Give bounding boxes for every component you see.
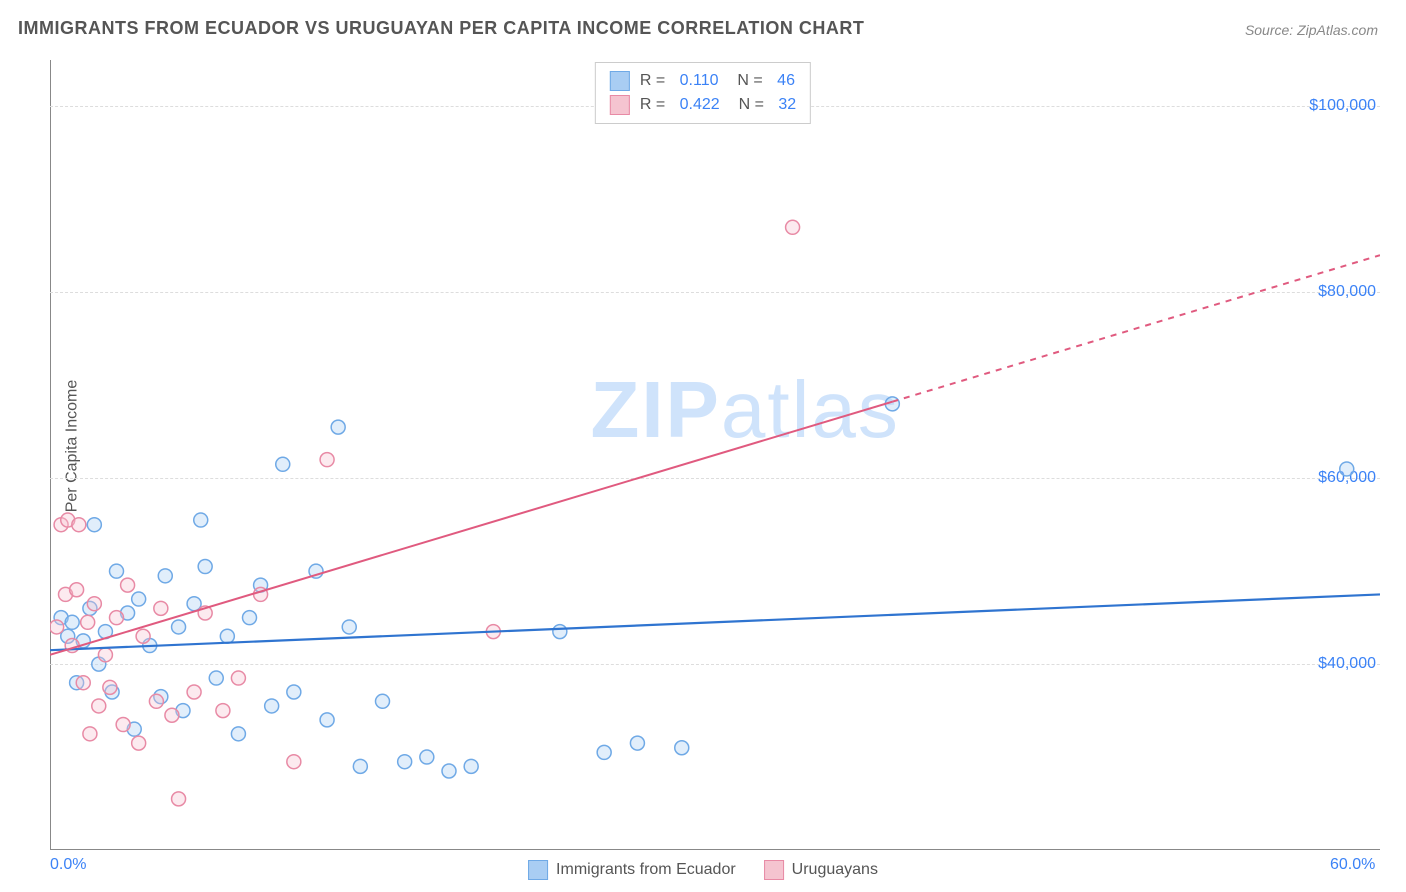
scatter-point-ecuador (243, 611, 257, 625)
scatter-point-ecuador (1340, 462, 1354, 476)
scatter-point-uruguay (786, 220, 800, 234)
scatter-point-uruguay (216, 704, 230, 718)
trend-line-uruguay (50, 402, 892, 655)
scatter-point-uruguay (121, 578, 135, 592)
scatter-point-uruguay (92, 699, 106, 713)
x-tick-label: 60.0% (1330, 856, 1375, 874)
scatter-point-ecuador (420, 750, 434, 764)
scatter-point-uruguay (98, 648, 112, 662)
legend-swatch (528, 860, 548, 880)
scatter-point-uruguay (110, 611, 124, 625)
legend-label: Uruguayans (792, 861, 878, 879)
scatter-point-ecuador (158, 569, 172, 583)
scatter-point-ecuador (276, 457, 290, 471)
scatter-point-ecuador (220, 629, 234, 643)
scatter-point-ecuador (320, 713, 334, 727)
scatter-point-uruguay (172, 792, 186, 806)
legend-r-label: R = (640, 72, 670, 90)
scatter-point-ecuador (353, 759, 367, 773)
scatter-point-ecuador (265, 699, 279, 713)
scatter-point-uruguay (187, 685, 201, 699)
scatter-point-ecuador (442, 764, 456, 778)
legend-item-ecuador: Immigrants from Ecuador (528, 860, 736, 880)
scatter-point-ecuador (464, 759, 478, 773)
legend-r-label: R = (640, 96, 670, 114)
scatter-point-uruguay (287, 755, 301, 769)
scatter-point-uruguay (81, 615, 95, 629)
scatter-point-ecuador (630, 736, 644, 750)
chart-title: IMMIGRANTS FROM ECUADOR VS URUGUAYAN PER… (18, 18, 864, 39)
scatter-point-ecuador (376, 694, 390, 708)
legend-n-value: 46 (777, 72, 795, 90)
scatter-point-uruguay (116, 718, 130, 732)
legend-r-value: 0.110 (680, 72, 719, 90)
legend-stats-row-uruguay: R = 0.422 N = 32 (610, 93, 796, 117)
scatter-point-uruguay (320, 453, 334, 467)
scatter-point-ecuador (172, 620, 186, 634)
trend-line-dashed-uruguay (892, 255, 1380, 402)
x-tick-label: 0.0% (50, 856, 86, 874)
legend-n-label: N = (728, 72, 767, 90)
scatter-point-uruguay (103, 680, 117, 694)
legend-n-label: N = (730, 96, 769, 114)
scatter-point-uruguay (149, 694, 163, 708)
scatter-point-ecuador (231, 727, 245, 741)
scatter-point-ecuador (675, 741, 689, 755)
scatter-point-uruguay (50, 620, 64, 634)
scatter-point-ecuador (194, 513, 208, 527)
legend-r-value: 0.422 (680, 96, 720, 114)
scatter-point-ecuador (198, 560, 212, 574)
scatter-point-uruguay (132, 736, 146, 750)
legend-stats: R = 0.110 N = 46R = 0.422 N = 32 (595, 62, 811, 124)
scatter-point-ecuador (87, 518, 101, 532)
legend-n-value: 32 (778, 96, 796, 114)
scatter-point-uruguay (136, 629, 150, 643)
source-attribution: Source: ZipAtlas.com (1245, 22, 1378, 38)
legend-item-uruguay: Uruguayans (764, 860, 878, 880)
scatter-point-ecuador (132, 592, 146, 606)
scatter-point-ecuador (110, 564, 124, 578)
scatter-point-ecuador (398, 755, 412, 769)
scatter-point-uruguay (154, 601, 168, 615)
legend-swatch (610, 71, 630, 91)
scatter-point-uruguay (76, 676, 90, 690)
scatter-point-uruguay (87, 597, 101, 611)
legend-series: Immigrants from Ecuador Uruguayans (528, 860, 878, 880)
scatter-point-ecuador (553, 625, 567, 639)
chart-svg (50, 60, 1380, 850)
legend-stats-row-ecuador: R = 0.110 N = 46 (610, 69, 796, 93)
scatter-point-ecuador (287, 685, 301, 699)
scatter-point-uruguay (70, 583, 84, 597)
scatter-point-ecuador (209, 671, 223, 685)
scatter-point-uruguay (231, 671, 245, 685)
scatter-point-ecuador (331, 420, 345, 434)
legend-swatch (610, 95, 630, 115)
scatter-point-ecuador (597, 745, 611, 759)
legend-label: Immigrants from Ecuador (556, 861, 736, 879)
legend-swatch (764, 860, 784, 880)
scatter-point-uruguay (83, 727, 97, 741)
scatter-point-ecuador (65, 615, 79, 629)
scatter-point-ecuador (342, 620, 356, 634)
scatter-point-uruguay (165, 708, 179, 722)
scatter-point-uruguay (72, 518, 86, 532)
